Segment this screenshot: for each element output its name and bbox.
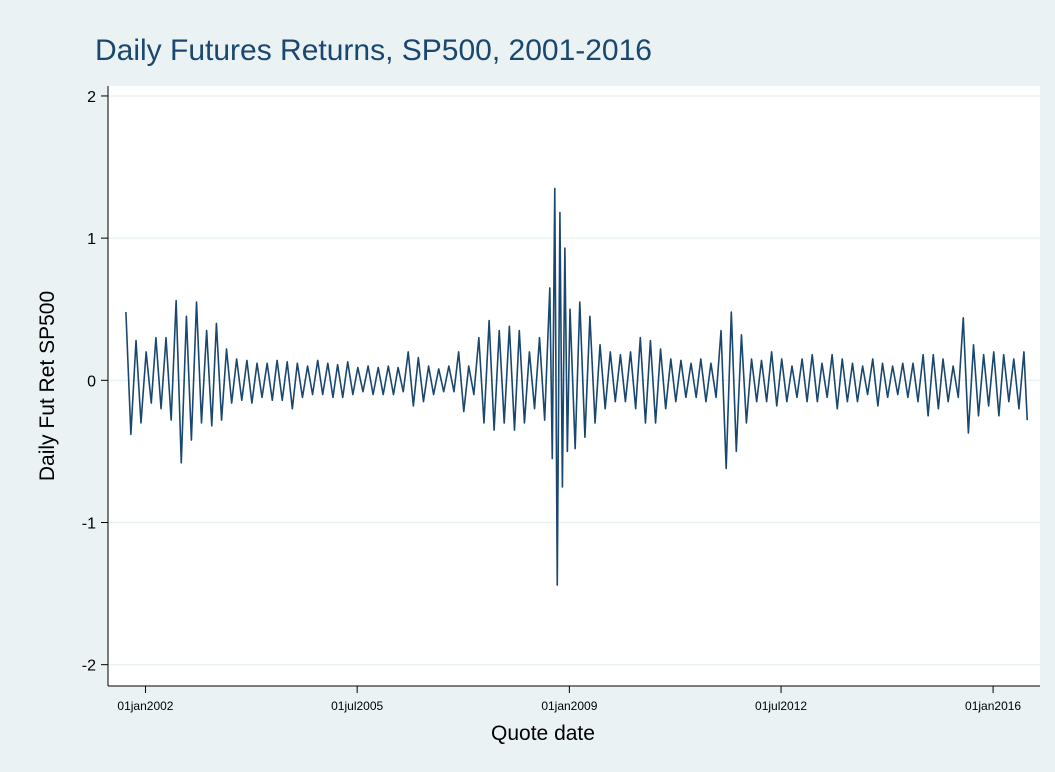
y-tick-label: 2 xyxy=(87,89,96,106)
x-axis-title: Quote date xyxy=(491,722,595,745)
x-tick-label: 01jul2012 xyxy=(755,699,807,713)
y-tick-label: 1 xyxy=(87,231,96,248)
y-tick-label: -2 xyxy=(82,658,96,675)
x-tick-label: 01jan2016 xyxy=(965,699,1021,713)
chart-title: Daily Futures Returns, SP500, 2001-2016 xyxy=(95,34,652,67)
y-tick-label: -1 xyxy=(82,515,96,532)
x-tick-label: 01jul2005 xyxy=(331,699,383,713)
data-line xyxy=(125,187,1029,586)
y-tick-label: 0 xyxy=(87,373,96,390)
y-axis-title: Daily Fut Ret SP500 xyxy=(36,291,59,481)
x-tick-label: 01jan2002 xyxy=(117,699,173,713)
x-tick-label: 01jan2009 xyxy=(541,699,597,713)
plot-area xyxy=(108,86,1040,686)
